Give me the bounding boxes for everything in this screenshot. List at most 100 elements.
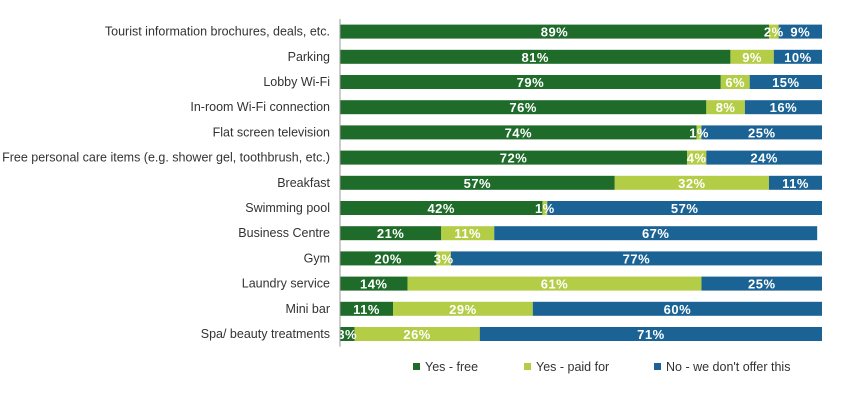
data-label: 61% bbox=[541, 277, 569, 292]
category-label: Laundry service bbox=[242, 277, 330, 291]
bar-segment bbox=[450, 251, 822, 266]
bar-segment bbox=[340, 75, 721, 89]
bar-segment bbox=[407, 276, 702, 291]
data-label: 72% bbox=[500, 151, 528, 166]
bar-segment bbox=[441, 226, 495, 241]
data-label: 3% bbox=[434, 251, 454, 266]
data-label: 57% bbox=[464, 176, 492, 191]
data-label: 11% bbox=[782, 176, 809, 191]
bar-segment bbox=[340, 226, 442, 241]
data-label: 79% bbox=[517, 75, 545, 90]
bar-segment bbox=[532, 301, 822, 316]
data-label: 57% bbox=[671, 201, 699, 216]
data-label: 32% bbox=[678, 176, 706, 191]
data-label: 1% bbox=[535, 201, 555, 216]
data-label: 89% bbox=[541, 25, 569, 40]
legend-item: Yes - free bbox=[413, 360, 478, 374]
bar-segment bbox=[768, 175, 822, 190]
data-label: 25% bbox=[748, 277, 776, 292]
category-label: Breakfast bbox=[277, 176, 330, 190]
legend-swatch bbox=[413, 363, 420, 370]
data-label: 1% bbox=[689, 125, 709, 140]
bar-segment bbox=[340, 201, 543, 215]
legend: Yes - free Yes - paid for No - we don't of… bbox=[413, 360, 790, 374]
bar-segment bbox=[547, 201, 822, 215]
legend-label: No - we don't offer this bbox=[666, 360, 790, 374]
data-label: 24% bbox=[750, 151, 778, 166]
bar-segment bbox=[340, 49, 731, 64]
legend-label: Yes - free bbox=[425, 360, 478, 374]
data-label: 74% bbox=[505, 125, 533, 140]
category-label: Business Centre bbox=[238, 226, 330, 240]
data-label: 16% bbox=[770, 100, 798, 115]
data-label: 76% bbox=[509, 100, 537, 115]
data-label: 3% bbox=[337, 327, 357, 342]
legend-item: Yes - paid for bbox=[524, 360, 609, 374]
legend-swatch bbox=[654, 363, 661, 370]
bar-segment bbox=[706, 150, 822, 165]
data-label: 21% bbox=[377, 226, 405, 241]
legend-item: No - we don't offer this bbox=[654, 360, 790, 374]
bar-segment bbox=[340, 150, 688, 165]
data-label: 20% bbox=[374, 251, 402, 266]
category-label: Lobby Wi-Fi bbox=[263, 75, 330, 89]
bar-segment bbox=[340, 100, 707, 115]
value-labels: 89% 2% 9%81% 9% 10%79% 6% 15%76% 8% 16%74% 1% 25%7… bbox=[337, 25, 811, 342]
data-label: 4% bbox=[687, 151, 707, 166]
bar-segment bbox=[773, 49, 822, 64]
category-labels: Tourist information brochures, deals, et… bbox=[2, 25, 330, 341]
bar-segment bbox=[340, 175, 615, 190]
bar-segment bbox=[730, 49, 774, 64]
category-label: Flat screen television bbox=[213, 125, 330, 139]
bar-segment bbox=[768, 24, 779, 39]
legend-swatch bbox=[524, 363, 531, 370]
data-label: 25% bbox=[748, 125, 776, 140]
data-label: 2% bbox=[764, 25, 784, 40]
bar-segment bbox=[354, 327, 480, 341]
data-label: 42% bbox=[427, 201, 455, 216]
bar-segment bbox=[720, 75, 750, 89]
data-label: 10% bbox=[784, 50, 812, 65]
data-label: 81% bbox=[521, 50, 549, 65]
bar-segment bbox=[701, 276, 822, 291]
category-label: Free personal care items (e.g. shower ge… bbox=[2, 151, 330, 165]
category-label: Gym bbox=[304, 251, 330, 265]
bar-segment bbox=[542, 201, 548, 215]
data-label: 29% bbox=[449, 302, 477, 317]
bar-segment bbox=[696, 125, 702, 140]
bar-segment bbox=[340, 301, 394, 316]
data-label: 60% bbox=[664, 302, 692, 317]
bar-segment bbox=[494, 226, 818, 241]
bar-segment bbox=[393, 301, 533, 316]
data-label: 71% bbox=[637, 327, 665, 342]
bar-segment bbox=[340, 251, 437, 266]
data-label: 15% bbox=[772, 75, 800, 90]
legend-label: Yes - paid for bbox=[536, 360, 609, 374]
bar-segment bbox=[744, 100, 822, 115]
bar-segment bbox=[340, 24, 769, 39]
bar-segment bbox=[614, 175, 769, 190]
data-label: 11% bbox=[454, 226, 481, 241]
data-label: 8% bbox=[716, 100, 736, 115]
data-label: 6% bbox=[725, 75, 745, 90]
bar-segment bbox=[701, 125, 822, 140]
category-label: Tourist information brochures, deals, et… bbox=[105, 25, 330, 39]
category-label: Parking bbox=[288, 50, 330, 64]
data-label: 67% bbox=[642, 226, 670, 241]
bar-segment bbox=[778, 24, 822, 39]
bar-segment bbox=[340, 327, 355, 341]
bars bbox=[340, 24, 822, 341]
data-label: 9% bbox=[790, 25, 810, 40]
data-label: 26% bbox=[403, 327, 431, 342]
category-label: Spa/ beauty treatments bbox=[201, 327, 330, 341]
category-label: Swimming pool bbox=[245, 201, 330, 215]
bar-segment bbox=[340, 276, 408, 291]
bar-segment bbox=[479, 327, 822, 341]
bar-segment bbox=[706, 100, 745, 115]
bar-segment bbox=[749, 75, 822, 89]
bar-segment bbox=[687, 150, 707, 165]
data-label: 77% bbox=[623, 251, 651, 266]
data-label: 9% bbox=[742, 50, 762, 65]
data-label: 11% bbox=[353, 302, 380, 317]
category-label: In-room Wi-Fi connection bbox=[190, 100, 330, 114]
